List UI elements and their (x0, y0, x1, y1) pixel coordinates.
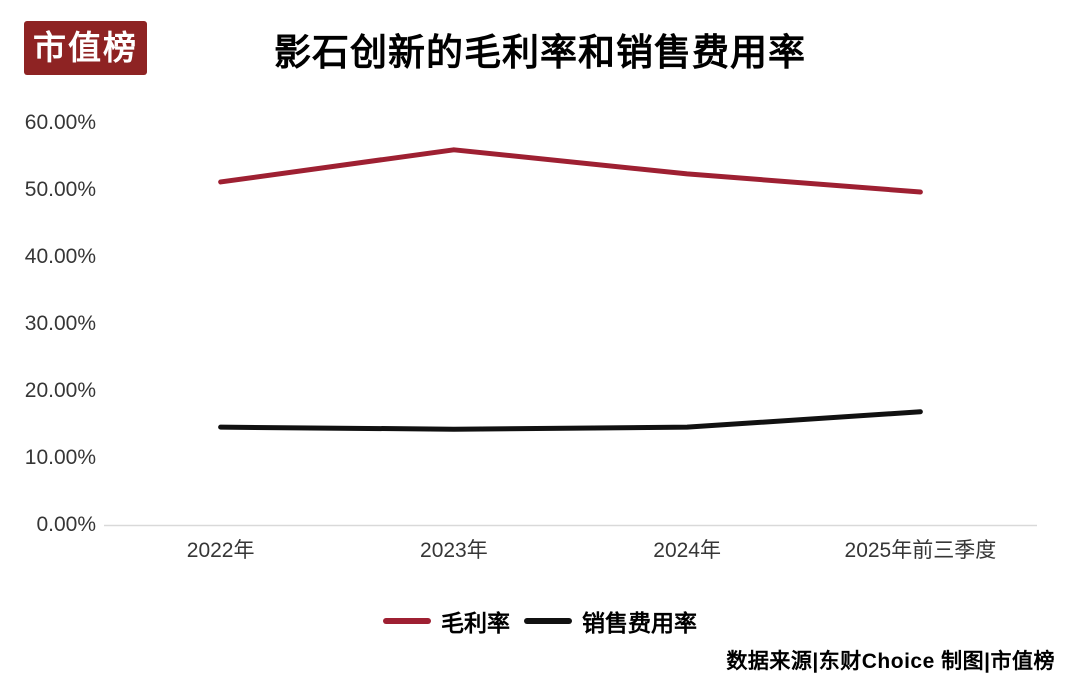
series-line-毛利率 (218, 147, 923, 195)
chart-title: 影石创新的毛利率和销售费用率 (274, 32, 806, 73)
chart-legend: 毛利率 销售费用率 (0, 604, 1080, 638)
legend-label: 销售费用率 (582, 610, 697, 636)
y-tick-label: 0.00% (36, 513, 96, 536)
series-line-销售费用率 (218, 409, 923, 432)
y-tick-label: 30.00% (24, 312, 96, 335)
x-tick-label: 2024年 (653, 539, 721, 562)
x-tick-label: 2025年前三季度 (844, 539, 997, 562)
x-tick-label: 2023年 (420, 539, 488, 562)
x-tick-label: 2022年 (186, 539, 255, 562)
legend-label: 毛利率 (441, 610, 510, 636)
y-tick-label: 20.00% (24, 379, 96, 402)
y-tick-label: 60.00% (24, 111, 96, 134)
site-logo: 市值榜 (24, 21, 147, 75)
legend-line-swatch (524, 618, 572, 624)
y-tick-label: 10.00% (24, 446, 96, 469)
source-note: 数据来源|东财Choice 制图|市值榜 (726, 650, 1055, 673)
y-tick-label: 40.00% (24, 245, 96, 268)
y-tick-label: 50.00% (24, 178, 96, 201)
legend-line-swatch (383, 618, 431, 624)
legend-item: 销售费用率 (524, 604, 697, 638)
legend-item: 毛利率 (383, 604, 510, 638)
